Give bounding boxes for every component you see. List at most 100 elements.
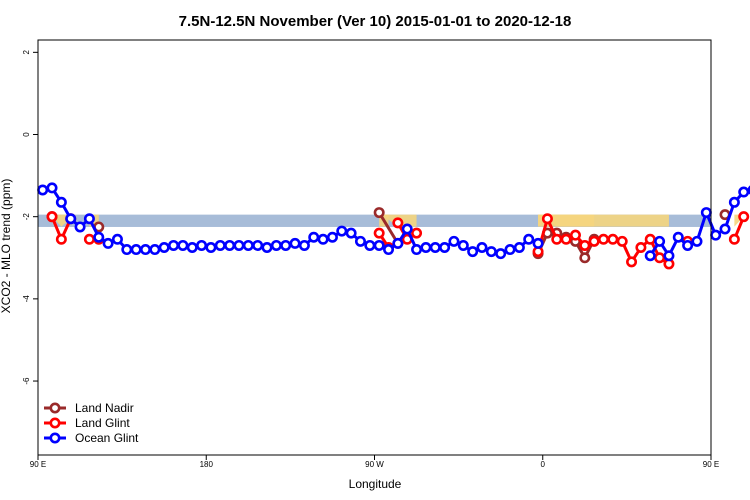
data-point-ocean-glint <box>46 182 58 194</box>
data-point-land-glint <box>411 227 423 239</box>
data-point-ocean-glint <box>728 196 740 208</box>
data-point-ocean-glint <box>308 231 320 243</box>
data-point-ocean-glint <box>691 235 703 247</box>
data-point-land-glint <box>654 252 666 264</box>
data-point-land-glint <box>616 235 628 247</box>
legend-label: Land Glint <box>75 416 130 430</box>
data-point-ocean-glint <box>177 239 189 251</box>
data-point-ocean-glint <box>196 239 208 251</box>
uncertainty-fill <box>538 214 669 227</box>
data-point-ocean-glint <box>719 223 731 235</box>
data-point-ocean-glint <box>457 239 469 251</box>
data-point-ocean-glint <box>485 246 497 258</box>
data-point-ocean-glint <box>439 242 451 254</box>
x-tick-label: 90 E <box>30 460 46 469</box>
data-point-ocean-glint <box>111 233 123 245</box>
data-point-ocean-glint <box>336 225 348 237</box>
series-line-land-nadir <box>377 211 400 245</box>
data-point-land-nadir <box>373 207 385 219</box>
data-point-ocean-glint <box>467 246 479 258</box>
data-point-ocean-glint <box>738 186 750 198</box>
data-point-ocean-glint <box>242 239 254 251</box>
x-tick-label: 90 E <box>703 460 719 469</box>
data-point-ocean-glint <box>93 231 105 243</box>
y-tick-label: -2 <box>22 213 31 221</box>
data-point-land-glint <box>579 239 591 251</box>
y-tick-label: -4 <box>22 295 31 303</box>
y-tick-label: 0 <box>22 132 31 137</box>
data-point-ocean-glint <box>672 231 684 243</box>
x-tick-label: 0 <box>541 460 546 469</box>
x-axis-label: Longitude <box>349 477 402 491</box>
data-point-ocean-glint <box>74 221 86 233</box>
data-point-ocean-glint <box>373 239 385 251</box>
data-point-land-glint <box>635 242 647 254</box>
data-point-ocean-glint <box>354 235 366 247</box>
data-point-land-glint <box>607 233 619 245</box>
data-point-ocean-glint <box>261 242 273 254</box>
data-point-ocean-glint <box>420 242 432 254</box>
data-point-ocean-glint <box>214 239 226 251</box>
data-point-ocean-glint <box>233 239 245 251</box>
legend-marker <box>49 402 61 414</box>
data-point-ocean-glint <box>364 239 376 251</box>
data-point-land-glint <box>392 217 404 229</box>
data-point-ocean-glint <box>504 244 516 256</box>
data-point-land-glint <box>644 233 656 245</box>
data-point-ocean-glint <box>700 207 712 219</box>
x-tick-label: 90 W <box>365 460 384 469</box>
data-point-ocean-glint <box>532 237 544 249</box>
series-ocean-glint <box>37 182 750 262</box>
data-point-ocean-glint <box>476 242 488 254</box>
y-axis-label: XCO2 - MLO trend (ppm) <box>0 179 13 314</box>
data-point-land-glint <box>560 233 572 245</box>
data-point-land-glint <box>373 227 385 239</box>
data-point-ocean-glint <box>270 239 282 251</box>
data-point-ocean-glint <box>149 244 161 256</box>
data-point-ocean-glint <box>280 239 292 251</box>
data-point-ocean-glint <box>186 242 198 254</box>
data-point-ocean-glint <box>682 239 694 251</box>
series-land-glint <box>46 211 750 270</box>
data-point-ocean-glint <box>710 229 722 241</box>
data-point-land-glint <box>598 233 610 245</box>
data-point-land-glint <box>728 233 740 245</box>
data-point-land-glint <box>83 233 95 245</box>
legend-marker <box>49 432 61 444</box>
data-point-ocean-glint <box>55 196 67 208</box>
x-tick-label: 180 <box>200 460 214 469</box>
data-point-ocean-glint <box>654 235 666 247</box>
data-point-ocean-glint <box>513 242 525 254</box>
chart-title: 7.5N-12.5N November (Ver 10) 2015-01-01 … <box>179 13 572 30</box>
data-point-land-glint <box>551 233 563 245</box>
data-point-ocean-glint <box>411 244 423 256</box>
data-point-land-glint <box>588 235 600 247</box>
data-point-land-glint <box>626 256 638 268</box>
data-point-ocean-glint <box>383 244 395 256</box>
data-point-ocean-glint <box>83 213 95 225</box>
data-point-ocean-glint <box>37 184 49 196</box>
data-point-ocean-glint <box>158 242 170 254</box>
data-point-ocean-glint <box>317 233 329 245</box>
data-point-ocean-glint <box>139 244 151 256</box>
data-point-ocean-glint <box>644 250 656 262</box>
data-point-land-glint <box>55 233 67 245</box>
y-tick-label: 2 <box>22 50 31 55</box>
data-point-land-nadir <box>579 252 591 264</box>
data-point-land-glint <box>738 211 750 223</box>
legend-item-land-nadir: Land Nadir <box>44 401 134 415</box>
data-point-ocean-glint <box>224 239 236 251</box>
data-point-ocean-glint <box>121 244 133 256</box>
data-point-ocean-glint <box>401 223 413 235</box>
legend-item-ocean-glint: Ocean Glint <box>44 431 139 445</box>
data-point-ocean-glint <box>495 248 507 260</box>
data-point-ocean-glint <box>65 213 77 225</box>
data-point-ocean-glint <box>663 250 675 262</box>
data-point-land-glint <box>541 213 553 225</box>
data-point-ocean-glint <box>326 231 338 243</box>
data-point-land-glint <box>46 211 58 223</box>
data-point-land-glint <box>569 229 581 241</box>
data-point-ocean-glint <box>523 233 535 245</box>
